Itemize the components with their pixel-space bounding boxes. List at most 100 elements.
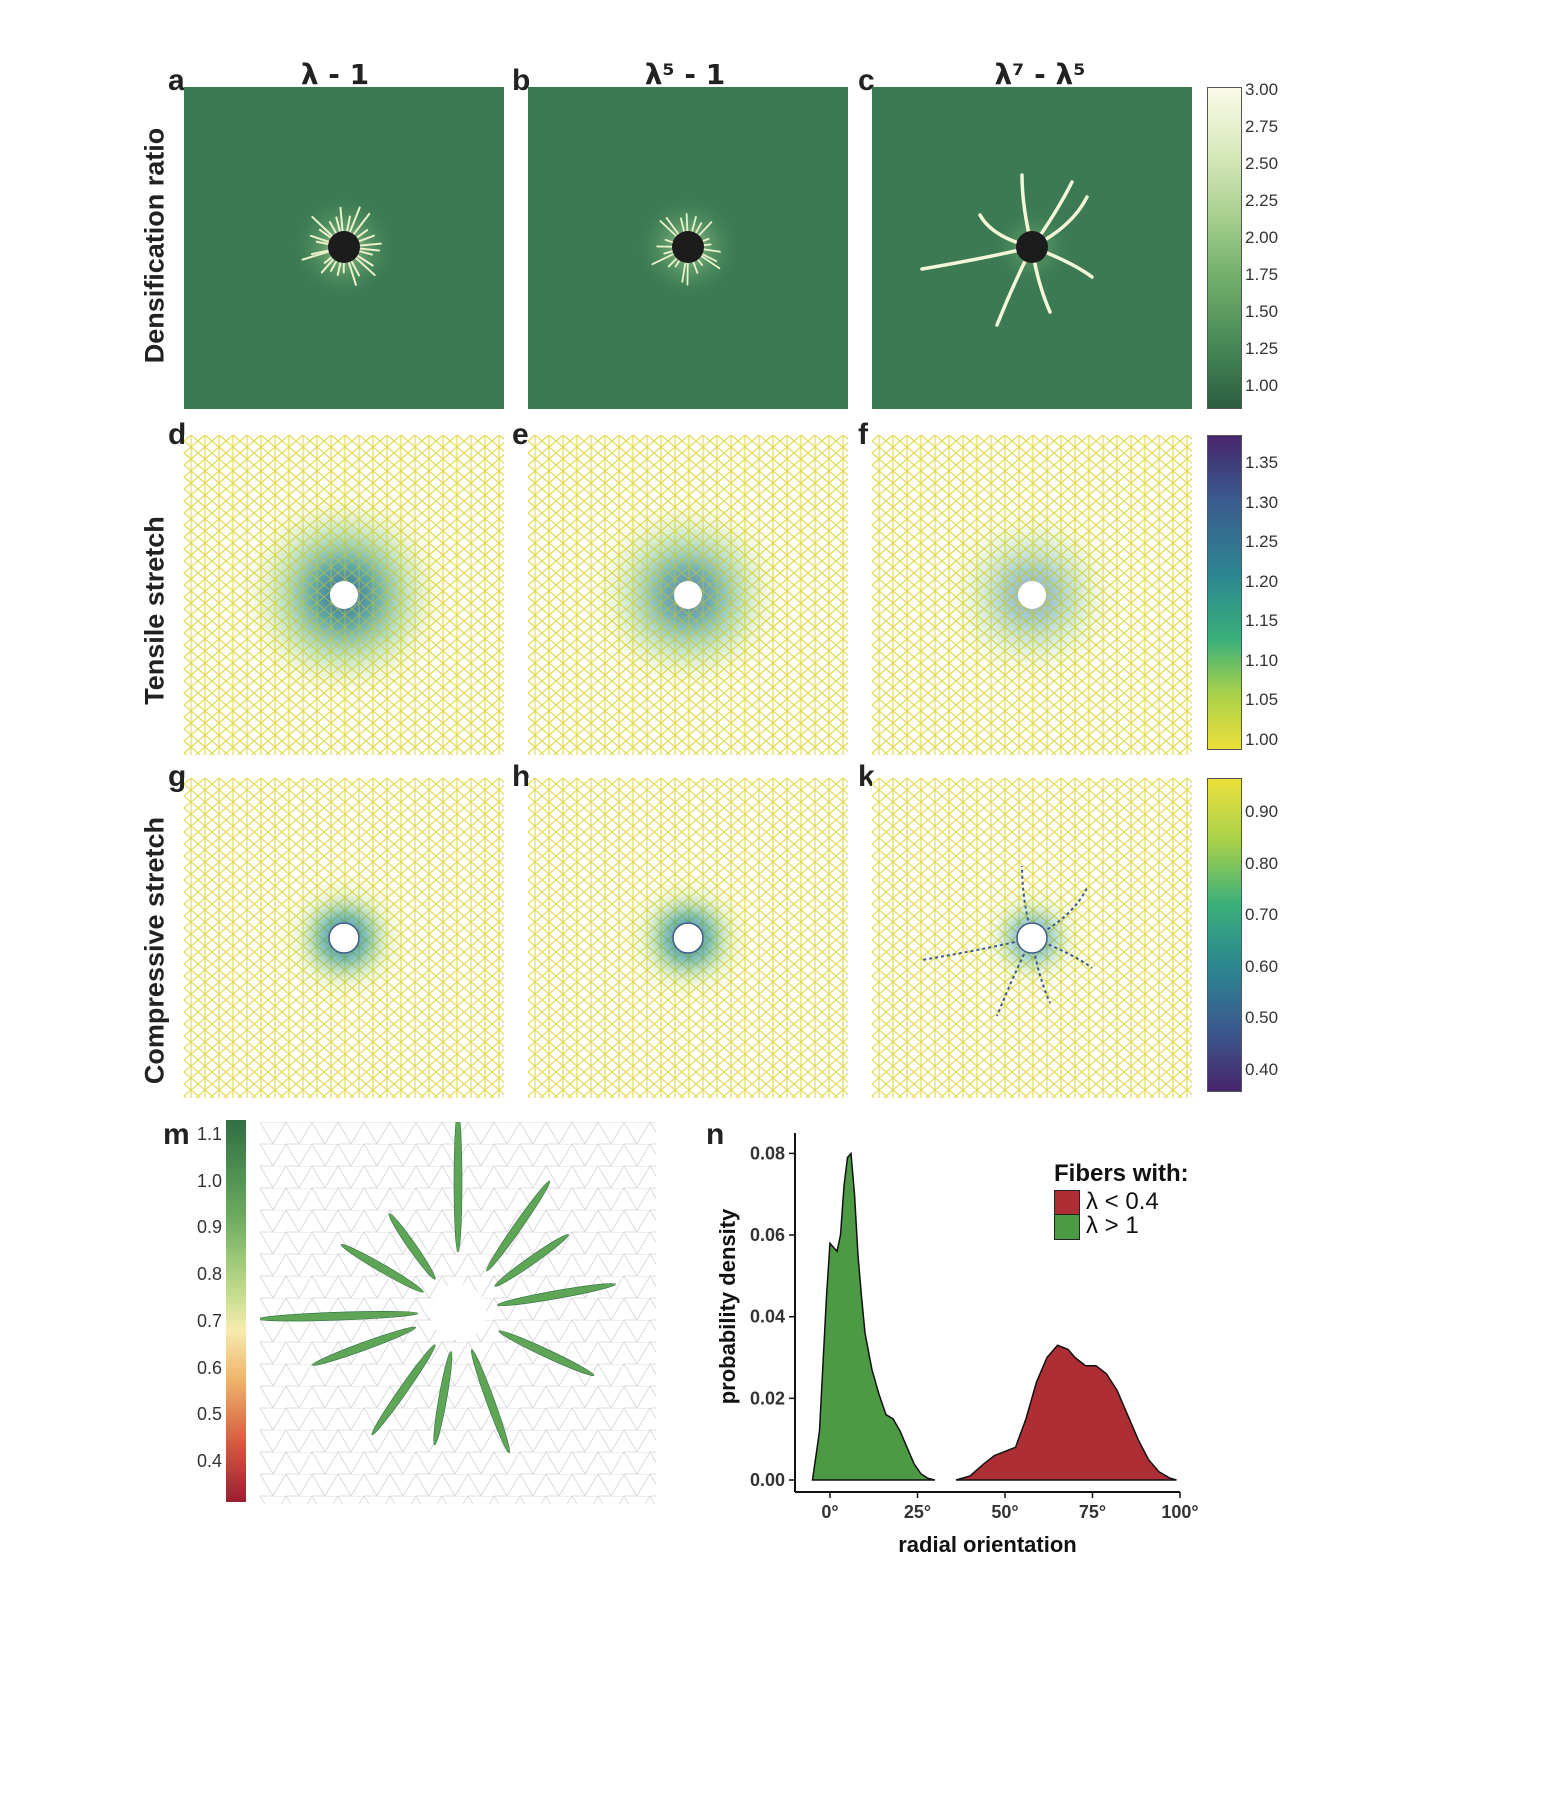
colorbar-tick-label: 1.25 <box>1245 532 1279 552</box>
y-tick-label: 0.02 <box>750 1388 785 1408</box>
colorbar-tick-label: 2.75 <box>1245 117 1279 136</box>
densification-ray <box>315 240 330 245</box>
densification-ray <box>651 253 675 266</box>
densification-ray <box>323 256 333 264</box>
colorbar-tick-label: 2.00 <box>1245 228 1279 247</box>
densification-colorbar <box>1207 87 1242 409</box>
panel-letter-m: m <box>163 1118 190 1151</box>
densification-ray <box>691 215 697 233</box>
densification-ray <box>350 260 361 277</box>
densification-ray <box>310 249 330 256</box>
colorbar-tick-label: 0.7 <box>196 1310 222 1331</box>
panel-n-chart: 0.00 0.02 0.04 0.06 0.08 0° 25° 50° 75° 100° radia… <box>715 1133 1199 1557</box>
panel-letter-a: a <box>168 64 185 97</box>
legend-title: Fibers with: <box>1054 1160 1189 1187</box>
fiber <box>471 1349 510 1454</box>
colorbar-tick-label: 0.70 <box>1245 905 1279 925</box>
y-tick-label: 0.04 <box>750 1307 785 1327</box>
y-tick-label: 0.08 <box>750 1143 785 1163</box>
densification-ray <box>328 221 338 235</box>
densification-ray <box>339 206 344 233</box>
fiber <box>486 1180 551 1272</box>
colorbar-tick-label: 3.00 <box>1245 80 1279 99</box>
fiber <box>260 1311 419 1322</box>
column-title-1: λ - 1 <box>300 58 370 91</box>
legend-entry-red: λ < 0.4 <box>1086 1188 1159 1215</box>
densification-ray <box>348 206 361 234</box>
colorbar-tick-label: 1.0 <box>196 1170 222 1191</box>
densification-ray <box>320 258 335 274</box>
inclusion-b <box>672 231 704 263</box>
panel-letter-f: f <box>858 418 868 451</box>
colorbar-tick-label: 1.35 <box>1245 453 1279 472</box>
colorbar-tick-label: 1.75 <box>1245 265 1279 284</box>
fiber <box>371 1344 436 1436</box>
colorbar-tick-label: 1.00 <box>1245 376 1279 395</box>
densification-ray <box>665 217 680 236</box>
x-tick-label: 50° <box>991 1502 1018 1522</box>
column-title-2: λ⁵ - 1 <box>644 58 726 91</box>
densification-ray <box>336 261 342 277</box>
colorbar-tick-label: 0.50 <box>1245 1008 1279 1028</box>
colorbar-tick-label: 2.50 <box>1245 154 1279 173</box>
densification-ray <box>301 250 330 261</box>
y-tick-label: 0.00 <box>750 1470 785 1490</box>
densification-ray <box>335 216 341 233</box>
densification-ray <box>692 261 699 274</box>
densification-ray <box>318 228 332 239</box>
fiber <box>494 1234 569 1287</box>
densification-ray <box>354 256 376 277</box>
panel-letter-g: g <box>168 760 187 793</box>
tensile-panel-e <box>528 435 848 755</box>
densification-ray <box>694 222 703 234</box>
densification-panel-a <box>184 87 504 409</box>
panel-letter-e: e <box>512 418 529 451</box>
fiber <box>340 1243 424 1293</box>
densification-ray <box>355 229 369 239</box>
densification-panel-b <box>528 87 848 409</box>
densification-ray <box>356 254 374 267</box>
m-colorbar <box>226 1120 246 1502</box>
column-title-3: λ⁷ - λ⁵ <box>994 58 1086 91</box>
colorbar-tick-label: 1.10 <box>1245 650 1279 670</box>
legend-swatch-red <box>1054 1190 1080 1216</box>
densification-ray <box>663 250 674 255</box>
hole-k <box>1016 922 1048 954</box>
x-tick-label: 0° <box>821 1502 838 1522</box>
inclusion-a <box>328 231 360 263</box>
densification-ray <box>309 234 330 243</box>
densification-ray <box>674 259 681 268</box>
densification-ray <box>681 261 687 283</box>
colorbar-tick-label: 1.25 <box>1245 339 1279 358</box>
colorbar-tick-label: 1.1 <box>196 1124 222 1144</box>
x-tick-label: 75° <box>1079 1502 1106 1522</box>
compressive-panel-h <box>528 778 848 1098</box>
densification-ray <box>700 255 721 270</box>
compressive-colorbar <box>1207 778 1242 1092</box>
x-tick-label: 100° <box>1161 1502 1198 1522</box>
x-axis-title: radial orientation <box>898 1532 1076 1557</box>
fiber <box>497 1283 616 1307</box>
density-area-1 <box>955 1344 1177 1481</box>
legend-entry-green: λ > 1 <box>1086 1212 1139 1239</box>
inclusion-c <box>1016 231 1048 263</box>
y-tick-label: 0.06 <box>750 1225 785 1245</box>
densification-ray <box>357 234 375 243</box>
tensile-colorbar <box>1207 435 1242 750</box>
densification-ray <box>679 217 686 233</box>
colorbar-tick-label: 0.5 <box>196 1404 222 1425</box>
fiber <box>312 1326 417 1366</box>
hole-h <box>672 922 704 954</box>
row-title-compressive: Compressive stretch <box>139 816 170 1085</box>
colorbar-tick-label: 0.40 <box>1245 1060 1279 1079</box>
colorbar-tick-label: 0.60 <box>1245 956 1279 976</box>
densification-ray <box>702 248 721 253</box>
tensile-panel-f <box>872 435 1192 755</box>
colorbar-tick-label: 0.90 <box>1245 802 1279 821</box>
colorbar-tick-label: 0.9 <box>196 1217 222 1238</box>
hole-d <box>330 581 358 609</box>
fiber <box>433 1351 453 1446</box>
colorbar-tick-label: 1.15 <box>1245 611 1279 631</box>
densification-ray <box>702 243 712 247</box>
colorbar-tick-label: 0.6 <box>196 1357 222 1378</box>
